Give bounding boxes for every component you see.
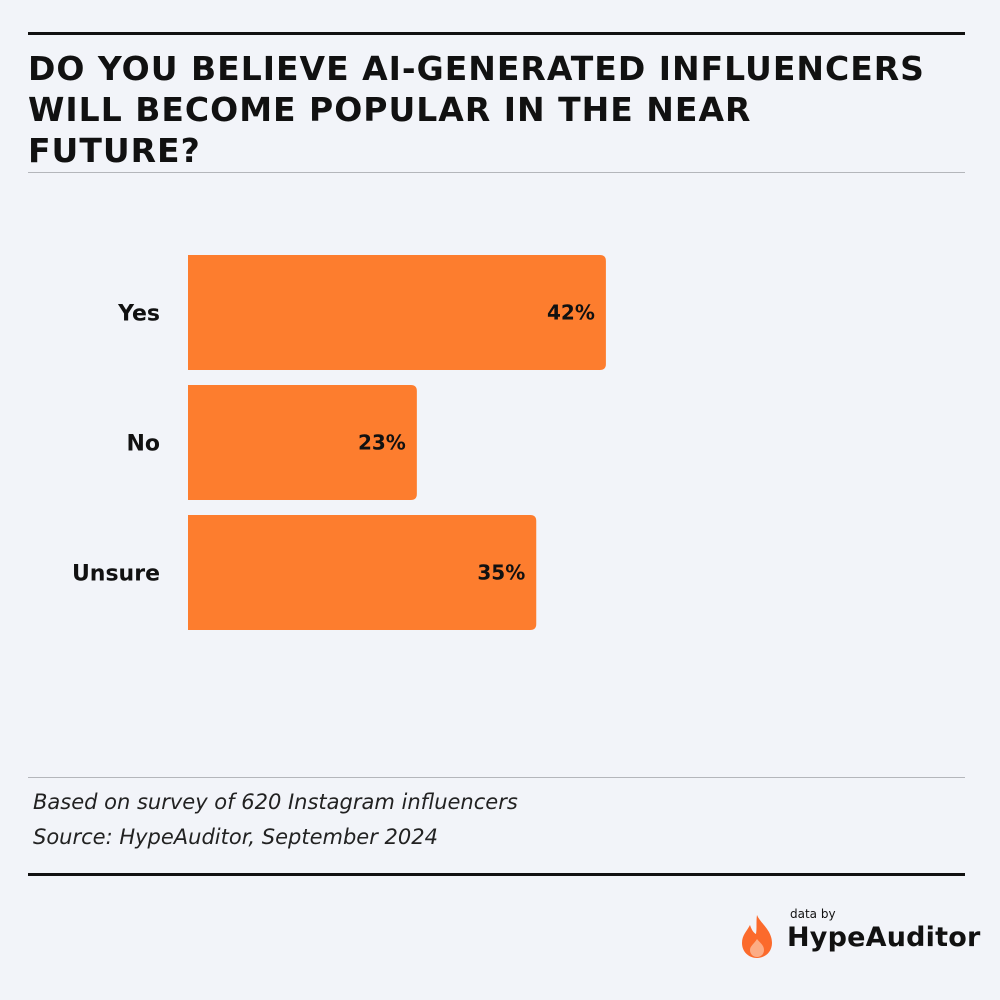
brand-name: HypeAuditor bbox=[787, 922, 981, 953]
bar-no bbox=[188, 385, 417, 500]
value-label-unsure: 35% bbox=[477, 561, 525, 585]
bar-chart: Yes 42% No 23% Unsure 35% bbox=[72, 255, 606, 630]
brand-prefix: data by bbox=[790, 907, 836, 921]
value-label-no: 23% bbox=[358, 431, 406, 455]
title-divider bbox=[28, 172, 965, 173]
bottom-rule bbox=[28, 873, 965, 876]
chart-title: DO YOU BELIEVE AI-GENERATED INFLUENCERS … bbox=[28, 49, 925, 170]
brand-logo: data by HypeAuditor bbox=[738, 905, 988, 975]
flame-icon bbox=[742, 915, 772, 958]
survey-note: Based on survey of 620 Instagram influen… bbox=[33, 790, 518, 814]
bar-unsure bbox=[188, 515, 537, 630]
top-rule bbox=[28, 32, 965, 35]
category-label-no: No bbox=[126, 432, 160, 457]
notes-divider bbox=[28, 777, 965, 778]
bar-yes bbox=[188, 255, 606, 370]
category-label-unsure: Unsure bbox=[72, 562, 160, 587]
value-label-yes: 42% bbox=[547, 301, 595, 325]
source-note: Source: HypeAuditor, September 2024 bbox=[33, 825, 438, 849]
category-label-yes: Yes bbox=[117, 302, 160, 327]
